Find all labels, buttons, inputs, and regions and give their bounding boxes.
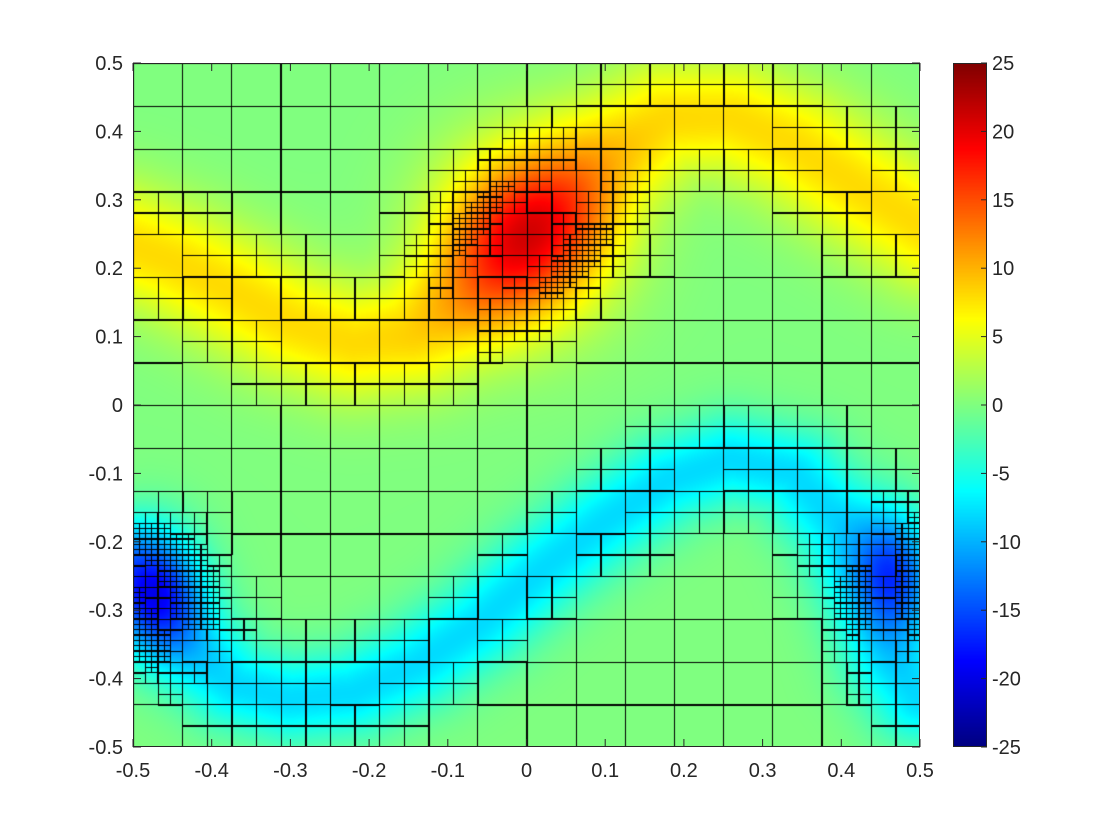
y-tick-label: 0.4 xyxy=(95,121,123,143)
y-tick-label: 0.2 xyxy=(95,258,123,280)
x-tick-label: 0.1 xyxy=(591,760,619,782)
x-tick-label: 0.5 xyxy=(906,760,934,782)
y-tick-label: -0.2 xyxy=(89,532,123,554)
x-tick-label: -0.4 xyxy=(194,760,228,782)
colorbar-axis: 25 20 15 10 5 0 -5 -10 -15 -20 -25 xyxy=(981,53,1021,759)
colorbar-tick-label: 20 xyxy=(992,121,1014,143)
colorbar-tick-label: -20 xyxy=(992,669,1021,691)
y-tick-label: 0 xyxy=(112,395,123,417)
colorbar-frame xyxy=(953,63,987,747)
x-tick-label: 0 xyxy=(521,760,532,782)
colorbar-tick-label: 0 xyxy=(992,395,1003,417)
x-tick-label: 0.2 xyxy=(670,760,698,782)
colorbar-tick-label: -25 xyxy=(992,737,1021,759)
colorbar-tick-label: -10 xyxy=(992,532,1021,554)
y-tick-label: -0.5 xyxy=(89,737,123,759)
heatmap-plot-area xyxy=(133,63,920,747)
colorbar-tick-label: 25 xyxy=(992,53,1014,75)
y-tick-label: 0.5 xyxy=(95,53,123,75)
y-axis: 0.5 0.4 0.3 0.2 0.1 0 -0.1 -0.2 -0.3 -0.4 -0.5 xyxy=(89,53,920,759)
colorbar-tick-label: -5 xyxy=(992,463,1010,485)
x-tick-label: 0.4 xyxy=(827,760,855,782)
y-tick-label: 0.1 xyxy=(95,327,123,349)
colorbar-tick-label: 10 xyxy=(992,258,1014,280)
colorbar-tick-label: 5 xyxy=(992,327,1003,349)
colorbar-tick-label: 15 xyxy=(992,190,1014,212)
x-axis: -0.5 -0.4 -0.3 -0.2 -0.1 0 0.1 0.2 0.3 0.4 0.5 xyxy=(116,63,934,782)
x-tick-label: -0.2 xyxy=(352,760,386,782)
y-tick-label: 0.3 xyxy=(95,190,123,212)
y-tick-label: -0.1 xyxy=(89,463,123,485)
x-tick-label: 0.3 xyxy=(749,760,777,782)
y-tick-label: -0.3 xyxy=(89,600,123,622)
plot-frame xyxy=(133,63,920,747)
x-tick-label: -0.1 xyxy=(431,760,465,782)
x-tick-label: -0.3 xyxy=(273,760,307,782)
colorbar-tick-label: -15 xyxy=(992,600,1021,622)
x-tick-label: -0.5 xyxy=(116,760,150,782)
y-tick-label: -0.4 xyxy=(89,669,123,691)
